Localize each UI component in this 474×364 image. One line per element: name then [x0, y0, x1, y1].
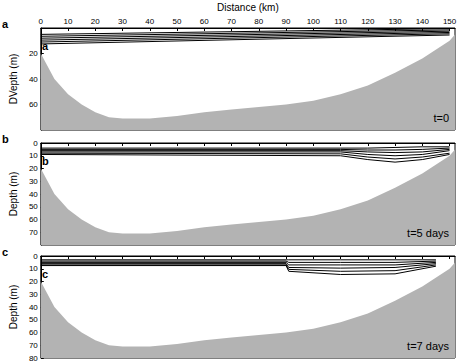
svg-text:40: 40 — [29, 190, 38, 199]
svg-text:Distance (km): Distance (km) — [217, 2, 279, 13]
svg-text:130: 130 — [388, 17, 402, 26]
svg-text:40: 40 — [29, 303, 38, 312]
svg-text:60: 60 — [29, 215, 38, 224]
svg-text:50: 50 — [29, 315, 38, 324]
svg-text:0: 0 — [33, 252, 38, 261]
svg-text:10: 10 — [29, 264, 38, 273]
svg-text:0: 0 — [39, 17, 44, 26]
svg-text:Depth (m): Depth (m) — [8, 285, 19, 329]
svg-text:20: 20 — [29, 277, 38, 286]
svg-text:70: 70 — [29, 228, 38, 237]
svg-text:50: 50 — [173, 17, 182, 26]
svg-text:b: b — [2, 133, 9, 145]
svg-text:Depth (m): Depth (m) — [8, 172, 19, 216]
svg-text:60: 60 — [29, 100, 38, 109]
svg-text:100: 100 — [307, 17, 321, 26]
svg-text:140: 140 — [416, 17, 430, 26]
svg-text:60: 60 — [29, 328, 38, 337]
svg-text:90: 90 — [282, 17, 291, 26]
svg-text:c: c — [2, 246, 8, 258]
svg-text:40: 40 — [145, 17, 154, 26]
svg-text:c: c — [42, 268, 48, 280]
svg-text:80: 80 — [29, 354, 38, 363]
svg-text:10: 10 — [29, 151, 38, 160]
svg-text:t=0: t=0 — [433, 112, 449, 124]
svg-text:20: 20 — [91, 17, 100, 26]
svg-text:30: 30 — [118, 17, 127, 26]
svg-text:30: 30 — [29, 177, 38, 186]
svg-text:a: a — [2, 18, 9, 30]
svg-text:b: b — [42, 155, 49, 167]
svg-text:t=7 days: t=7 days — [407, 340, 449, 352]
svg-text:70: 70 — [29, 341, 38, 350]
svg-text:110: 110 — [334, 17, 347, 26]
svg-text:120: 120 — [361, 17, 375, 26]
svg-text:20: 20 — [29, 164, 38, 173]
svg-text:a: a — [42, 40, 49, 52]
svg-text:20: 20 — [29, 49, 38, 58]
svg-text:DVepth (m): DVepth (m) — [8, 54, 19, 105]
svg-text:150: 150 — [443, 17, 457, 26]
svg-text:0: 0 — [33, 139, 38, 148]
svg-text:80: 80 — [254, 17, 263, 26]
svg-text:t=5 days: t=5 days — [407, 227, 449, 239]
svg-text:50: 50 — [29, 202, 38, 211]
svg-text:40: 40 — [29, 75, 38, 84]
svg-text:30: 30 — [29, 290, 38, 299]
svg-text:60: 60 — [200, 17, 209, 26]
svg-text:70: 70 — [227, 17, 236, 26]
svg-text:10: 10 — [64, 17, 73, 26]
